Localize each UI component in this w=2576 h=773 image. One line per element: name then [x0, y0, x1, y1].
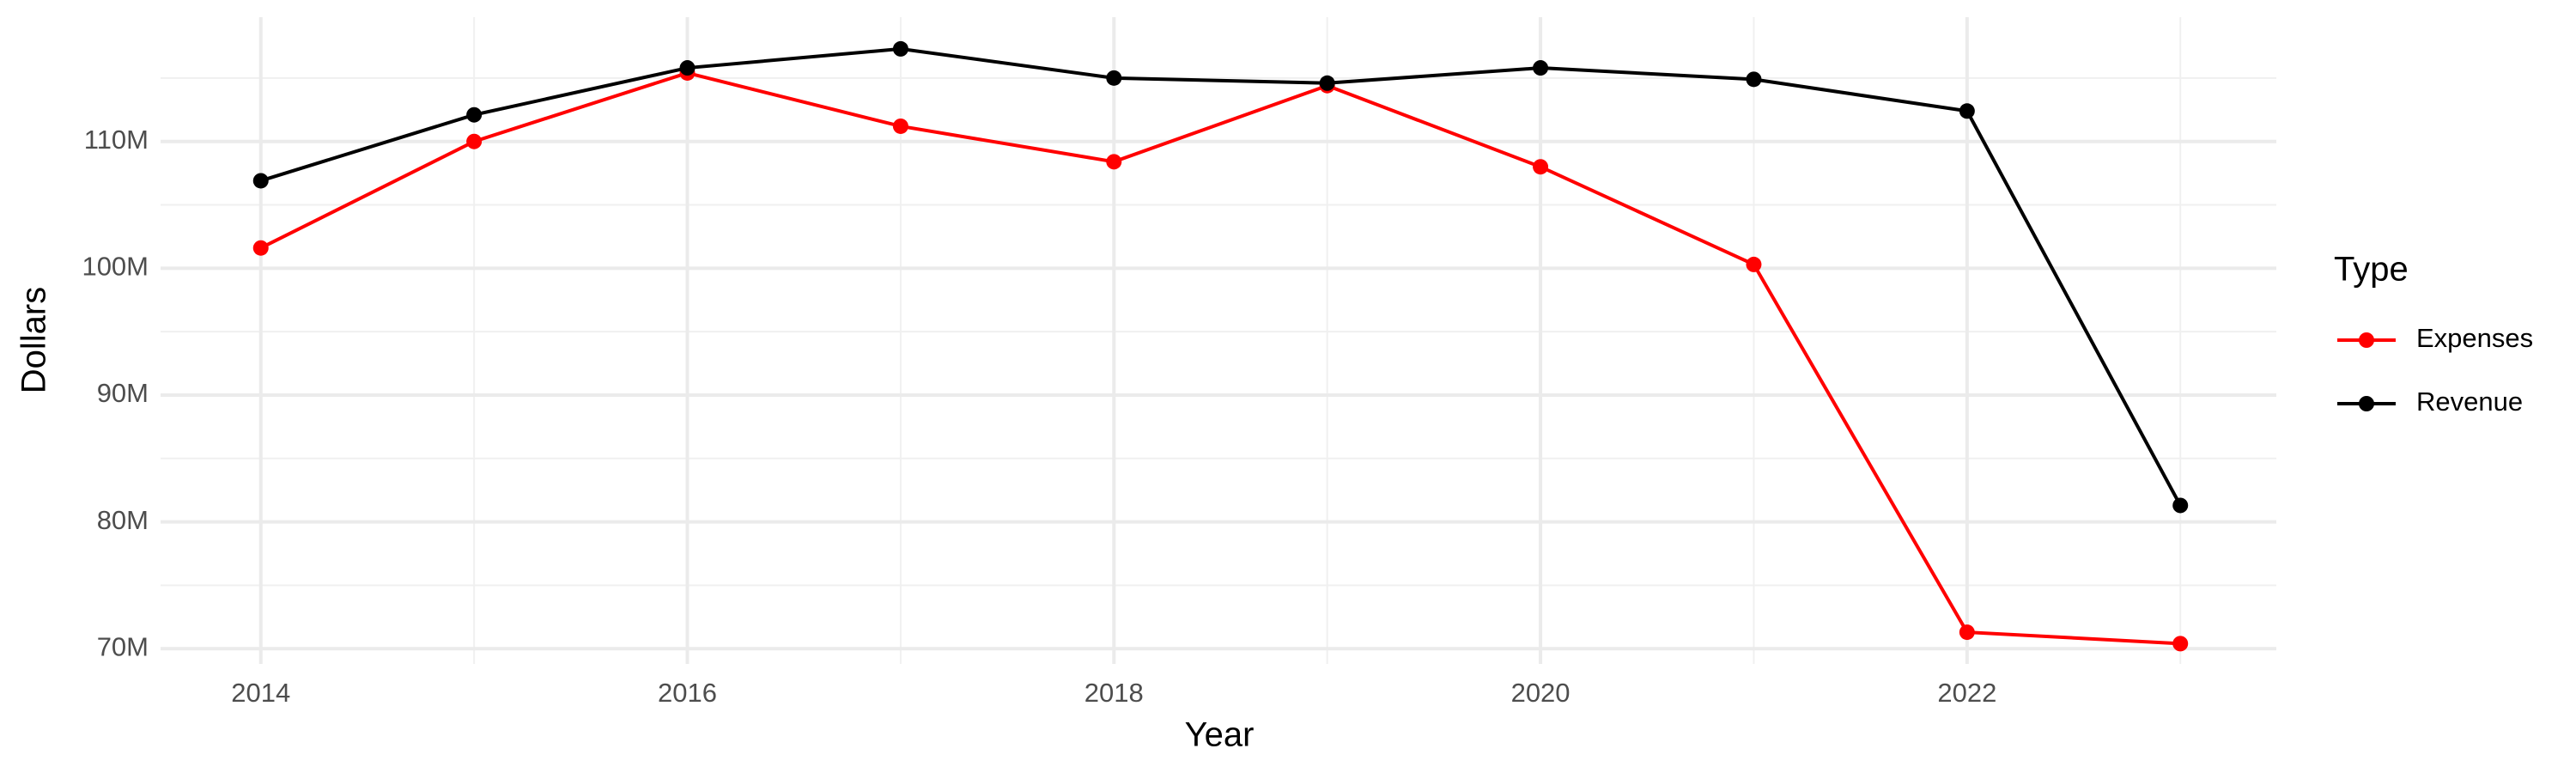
- data-point: [1106, 70, 1122, 86]
- legend-title: Type: [2334, 251, 2409, 289]
- data-point: [466, 133, 483, 149]
- data-point: [2172, 497, 2189, 514]
- x-tick-label: 2018: [1084, 678, 1144, 708]
- data-point: [1959, 103, 1975, 119]
- data-point: [252, 240, 269, 256]
- y-tick-label: 80M: [97, 505, 149, 535]
- x-axis-title: Year: [1185, 716, 1255, 754]
- data-point: [892, 40, 908, 57]
- x-tick-label: 2014: [231, 678, 290, 708]
- legend-key-point: [2359, 332, 2374, 348]
- data-point: [1533, 159, 1549, 175]
- y-tick-label: 70M: [97, 631, 149, 661]
- x-tick-label: 2022: [1937, 678, 1996, 708]
- x-tick-label: 2020: [1511, 678, 1571, 708]
- series-line: [259, 70, 2181, 646]
- legend-label: Expenses: [2416, 323, 2533, 353]
- legend-label: Revenue: [2416, 386, 2523, 417]
- data-point: [1319, 75, 1335, 91]
- y-tick-label: 90M: [97, 378, 149, 408]
- y-tick-label: 110M: [84, 125, 149, 155]
- data-point: [1746, 256, 1762, 272]
- data-point: [2172, 636, 2189, 652]
- data-point: [679, 60, 696, 76]
- data-point: [252, 173, 269, 189]
- data-point: [892, 118, 908, 134]
- data-point: [466, 107, 483, 123]
- series-line: [260, 46, 2182, 507]
- data-point: [1959, 624, 1975, 641]
- data-point: [1746, 71, 1762, 88]
- y-tick-label: 100M: [82, 252, 149, 282]
- x-tick-label: 2016: [658, 678, 717, 708]
- legend-key-point: [2359, 396, 2374, 411]
- data-point: [1106, 154, 1122, 170]
- data-point: [1533, 60, 1549, 76]
- y-axis-title: Dollars: [15, 287, 53, 393]
